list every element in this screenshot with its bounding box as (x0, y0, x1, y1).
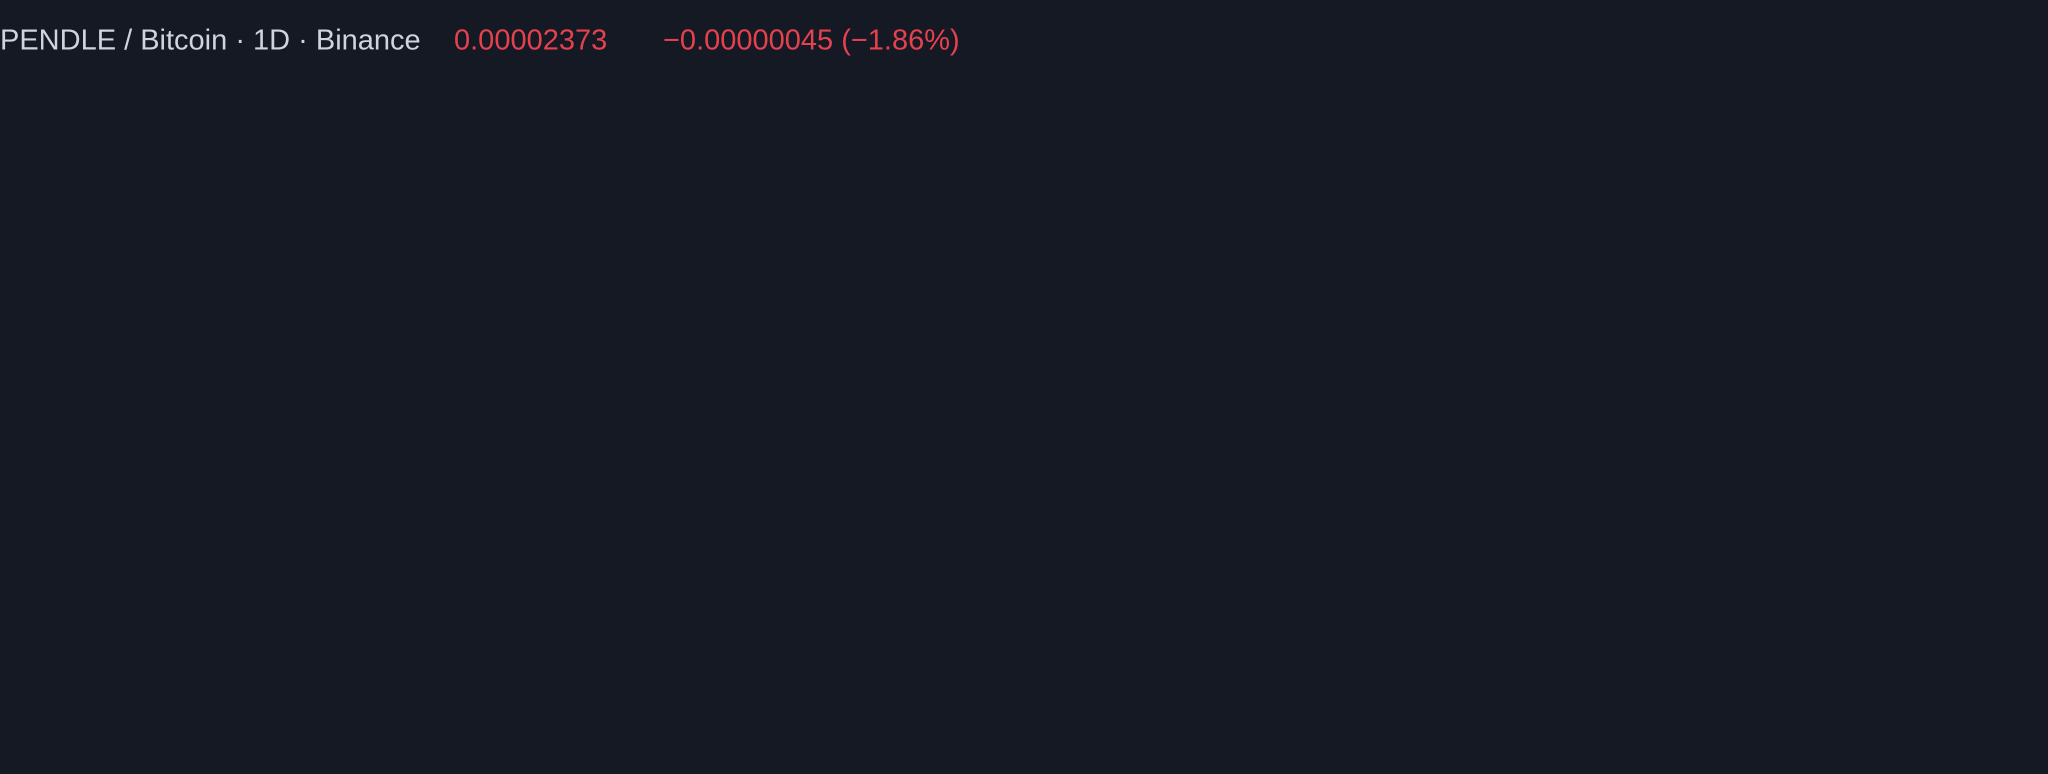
last-price: 0.00002373 (454, 25, 607, 57)
chart-title: PENDLE / Bitcoin · 1D · Binance (0, 25, 421, 57)
price-change: −0.00000045 (−1.86%) (663, 25, 960, 57)
